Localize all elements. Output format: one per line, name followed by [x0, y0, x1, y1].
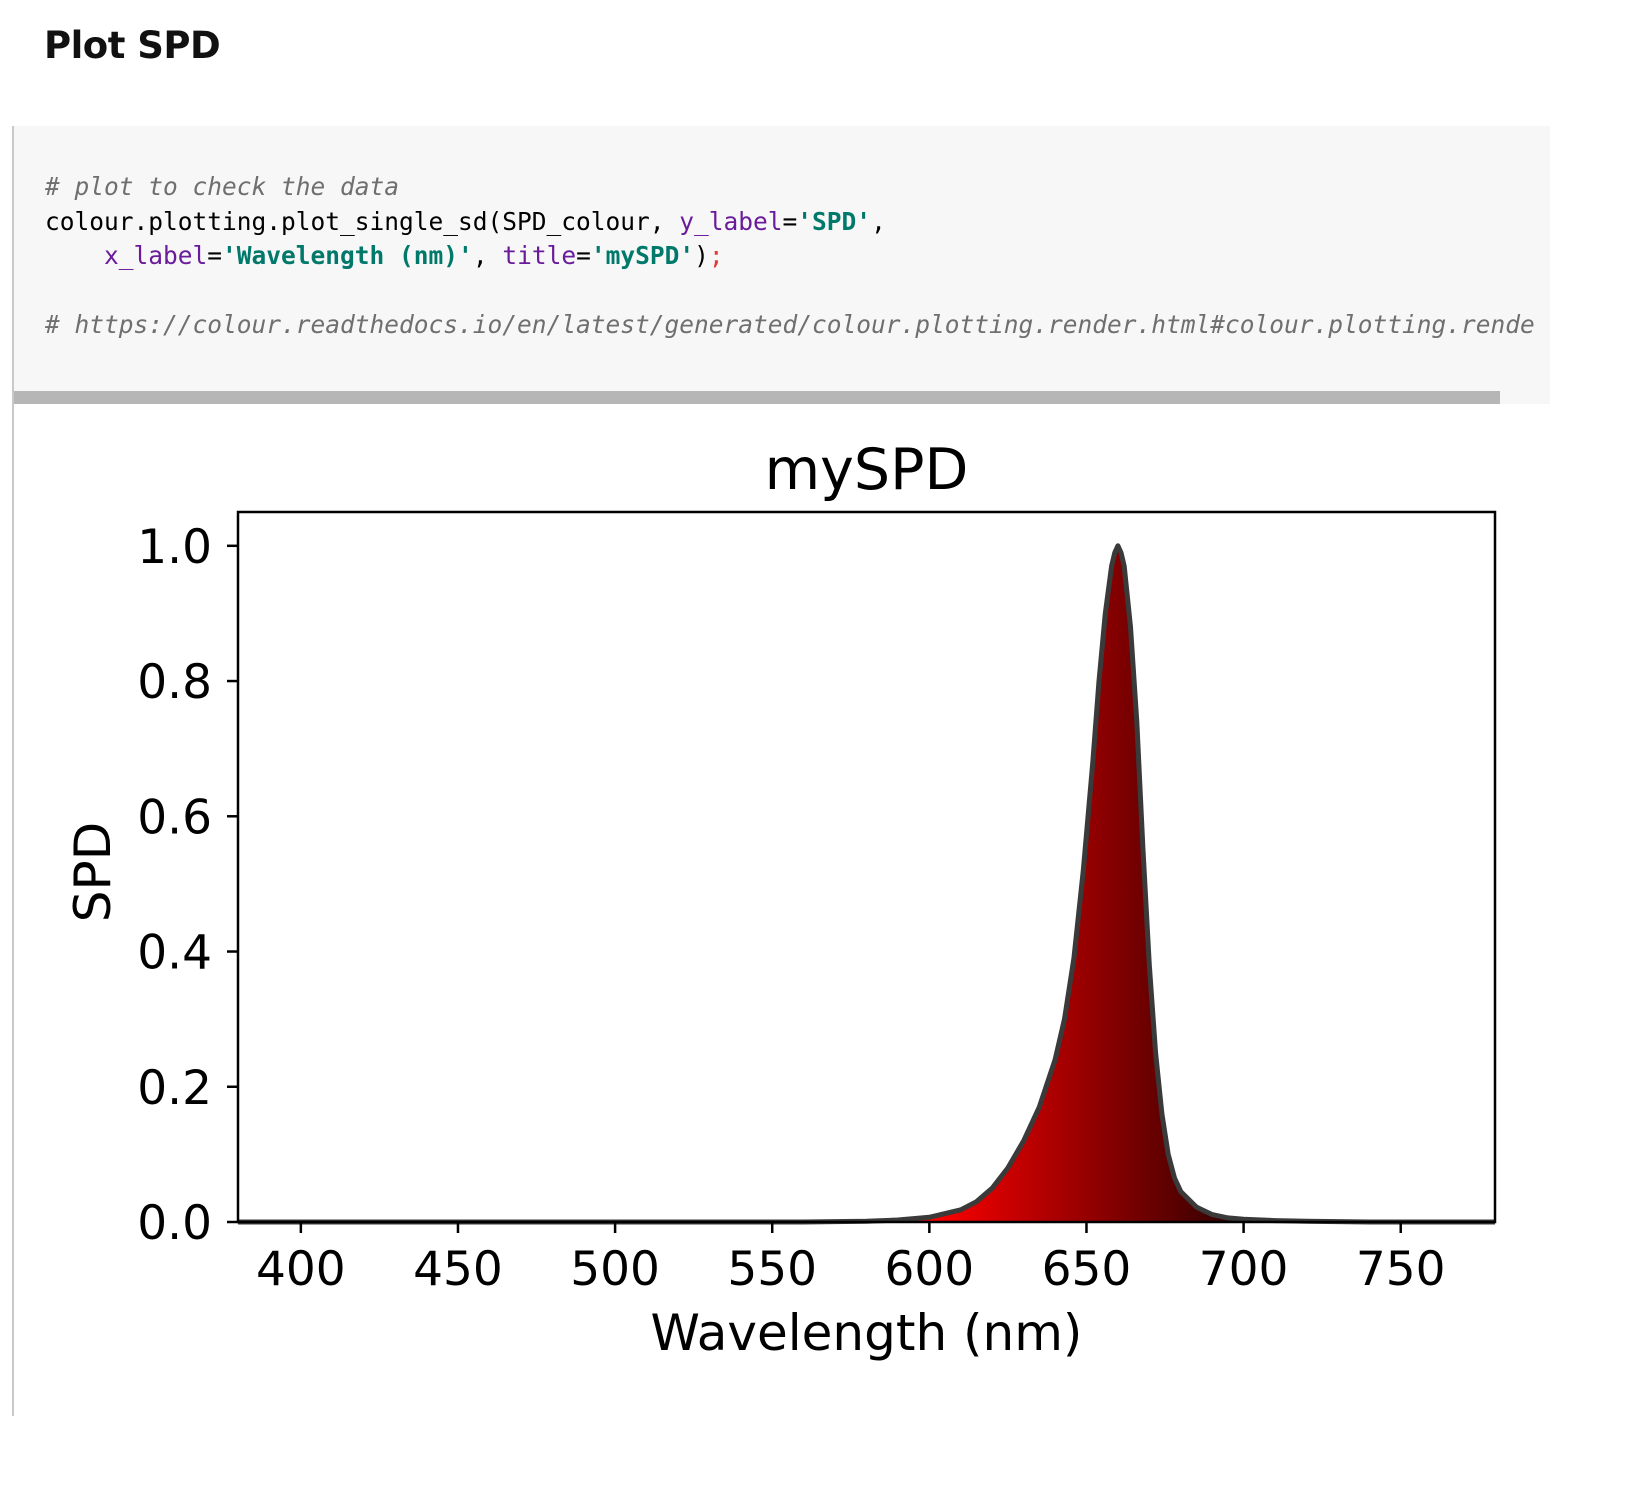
code-line — [45, 274, 1535, 309]
spd-chart: 400 450 500 550 600 650 700 750 0.0 0.2 0.4 0.6 0.8 1… — [64, 437, 1497, 1362]
code-token: y_label — [679, 206, 783, 236]
x-tick-label: 550 — [727, 1242, 817, 1297]
y-tick-label: 0.8 — [137, 655, 212, 710]
code-token: = — [207, 241, 223, 270]
chart-title: mySPD — [765, 437, 969, 503]
code-token: 'SPD' — [797, 206, 872, 236]
spd-area-fill — [238, 545, 1495, 1222]
code-token: # https://colour.readthedocs.io/en/lates… — [45, 310, 1535, 339]
code-token: ; — [708, 241, 724, 270]
code-line: # plot to check the data — [45, 170, 1535, 205]
code-token: ) — [694, 241, 709, 270]
y-tick-label: 0.4 — [137, 926, 212, 981]
x-tick-label: 700 — [1199, 1242, 1289, 1297]
x-tick-label: 500 — [570, 1242, 660, 1297]
y-tick-label: 0.6 — [137, 790, 212, 845]
code-token: , — [472, 241, 503, 270]
code-token: # plot to check the data — [45, 172, 400, 201]
code-editor[interactable]: # plot to check the data colour.plotting.… — [45, 170, 1535, 343]
code-token: , — [871, 206, 886, 236]
code-token: title — [502, 241, 577, 270]
y-axis-label: SPD — [64, 822, 122, 922]
code-token: 'mySPD' — [590, 241, 695, 270]
code-token — [45, 241, 104, 270]
code-token: colour.plotting.plot_single_sd(SPD_colou… — [45, 206, 680, 236]
y-tick-label: 0.0 — [137, 1196, 212, 1251]
y-tick-label: 0.2 — [137, 1061, 212, 1116]
code-token: 'Wavelength (nm)' — [222, 241, 473, 270]
cell-left-border — [12, 126, 14, 1416]
code-cell[interactable]: # plot to check the data colour.plotting.… — [14, 126, 1550, 404]
spd-curve-line — [238, 543, 1495, 1225]
plot-frame — [236, 510, 1497, 1224]
code-line: x_label='Wavelength (nm)', title='mySPD'… — [45, 239, 1535, 274]
code-token: = — [782, 206, 798, 236]
x-tick-label: 650 — [1042, 1242, 1132, 1297]
x-axis-label: Wavelength (nm) — [651, 1304, 1083, 1362]
y-tick-label: 1.0 — [137, 520, 212, 575]
x-tick-label: 450 — [413, 1242, 503, 1297]
code-token: x_label — [104, 241, 208, 270]
code-line: # https://colour.readthedocs.io/en/lates… — [45, 308, 1535, 343]
plot-output: 400 450 500 550 600 650 700 750 0.0 0.2 0.4 0.6 0.8 1… — [14, 404, 1614, 1414]
x-tick-label: 600 — [884, 1242, 974, 1297]
code-line: colour.plotting.plot_single_sd(SPD_colou… — [45, 205, 1535, 240]
code-token: = — [576, 241, 591, 270]
x-tick-label: 400 — [256, 1242, 346, 1297]
section-heading: Plot SPD — [44, 24, 221, 67]
x-tick-label: 750 — [1356, 1242, 1446, 1297]
horizontal-scrollbar[interactable] — [14, 391, 1500, 404]
